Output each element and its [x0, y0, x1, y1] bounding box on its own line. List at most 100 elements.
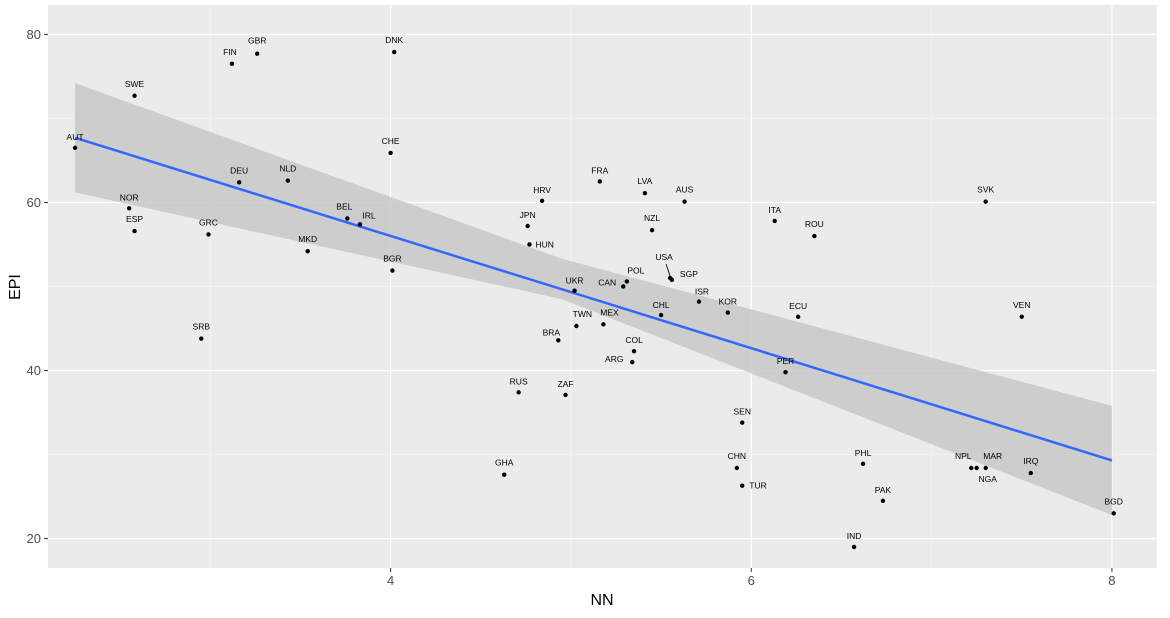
point-label-npl: NPL — [955, 451, 972, 461]
data-point-ven — [1019, 314, 1024, 319]
point-label-nzl: NZL — [644, 213, 660, 223]
data-point-chn — [734, 465, 740, 471]
data-point-sgp — [669, 277, 675, 282]
data-point-bel — [345, 216, 350, 221]
regression-line — [74, 136, 1113, 462]
point-label-gha: GHA — [495, 458, 514, 468]
point-label-chl: CHL — [653, 300, 670, 310]
point-label-lva: LVA — [637, 176, 652, 186]
point-label-swe: SWE — [125, 79, 145, 89]
point-label-per: PER — [777, 356, 794, 366]
data-point-gha — [502, 472, 507, 477]
point-label-ukr: UKR — [566, 276, 584, 286]
point-label-grc: GRC — [199, 217, 218, 227]
point-label-fra: FRA — [591, 165, 608, 175]
point-label-hrv: HRV — [533, 185, 551, 195]
data-point-svk — [983, 199, 988, 204]
point-label-ita: ITA — [768, 205, 781, 215]
point-label-svk: SVK — [977, 185, 994, 195]
data-point-nld — [285, 178, 291, 183]
point-label-isr: ISR — [695, 287, 709, 297]
point-label-chn: CHN — [728, 451, 746, 461]
point-label-phl: PHL — [855, 448, 872, 458]
point-label-kor: KOR — [719, 297, 737, 307]
point-label-bgr: BGR — [383, 254, 401, 264]
data-point-nor — [126, 206, 132, 211]
point-label-mkd: MKD — [298, 234, 317, 244]
point-label-col: COL — [625, 335, 643, 345]
point-label-nld: NLD — [279, 164, 296, 174]
data-point-fra — [597, 179, 602, 184]
point-label-usa: USA — [655, 252, 673, 262]
point-label-aus: AUS — [676, 185, 694, 195]
data-point-rus — [516, 390, 521, 395]
data-point-aut — [72, 145, 78, 151]
point-label-mex: MEX — [600, 307, 619, 317]
point-label-bra: BRA — [543, 327, 561, 337]
data-point-chl — [658, 312, 664, 318]
data-point-kor — [725, 310, 731, 315]
fit-line-layer — [74, 136, 1113, 462]
y-tick-label: 60 — [27, 195, 41, 210]
data-point-phl — [860, 461, 866, 467]
point-label-deu: DEU — [230, 165, 248, 175]
data-point-rou — [812, 233, 817, 239]
point-label-bgd: BGD — [1105, 496, 1123, 506]
point-label-bel: BEL — [336, 201, 352, 211]
data-point-col — [631, 349, 637, 354]
data-point-arg — [630, 359, 635, 365]
data-point-per — [783, 370, 788, 375]
point-label-rou: ROU — [805, 219, 824, 229]
data-point-mkd — [305, 249, 310, 254]
data-point-mex — [601, 322, 606, 327]
point-label-tur: TUR — [749, 481, 766, 491]
point-label-pol: POL — [627, 265, 644, 275]
point-label-can: CAN — [598, 278, 616, 288]
point-label-ind: IND — [847, 531, 862, 541]
data-point-isr — [696, 299, 702, 304]
points-layer — [72, 49, 1116, 550]
point-label-che: CHE — [382, 136, 400, 146]
data-point-npl — [969, 465, 974, 471]
data-point-can — [621, 284, 626, 289]
y-tick-label: 40 — [27, 363, 41, 378]
data-point-ind — [851, 544, 857, 550]
point-label-nor: NOR — [120, 192, 139, 202]
data-point-bgr — [390, 268, 395, 273]
data-point-pol — [624, 279, 630, 284]
data-point-irl — [357, 222, 363, 227]
point-label-ecu: ECU — [789, 301, 807, 311]
data-point-hun — [527, 242, 532, 247]
data-point-esp — [132, 228, 137, 234]
y-axis-title: EPI — [7, 274, 24, 300]
data-point-pak — [880, 498, 886, 503]
point-label-nga: NGA — [978, 474, 997, 484]
data-point-grc — [206, 232, 211, 237]
data-point-tur — [740, 483, 745, 488]
data-point-hrv — [539, 198, 545, 203]
data-point-lva — [642, 191, 648, 196]
data-point-deu — [236, 180, 242, 185]
point-label-hun: HUN — [535, 239, 553, 249]
data-point-sen — [740, 420, 745, 425]
point-label-fin: FIN — [223, 47, 237, 57]
data-point-bra — [556, 338, 561, 343]
point-label-sen: SEN — [734, 407, 751, 417]
data-point-aus — [682, 199, 687, 204]
point-label-irl: IRL — [362, 210, 376, 220]
point-label-aut: AUT — [67, 132, 84, 142]
point-label-pak: PAK — [875, 485, 892, 495]
data-point-che — [388, 150, 393, 156]
y-tick-label: 80 — [27, 27, 41, 42]
data-point-irq — [1028, 470, 1033, 476]
data-point-ita — [772, 218, 777, 224]
data-point-jpn — [525, 223, 530, 229]
data-point-nga — [974, 465, 979, 471]
point-label-srb: SRB — [193, 322, 211, 332]
label-leader-usa — [665, 263, 671, 277]
x-tick-label: 6 — [748, 573, 755, 588]
y-tick-label: 20 — [27, 531, 41, 546]
point-label-mar: MAR — [983, 451, 1002, 461]
